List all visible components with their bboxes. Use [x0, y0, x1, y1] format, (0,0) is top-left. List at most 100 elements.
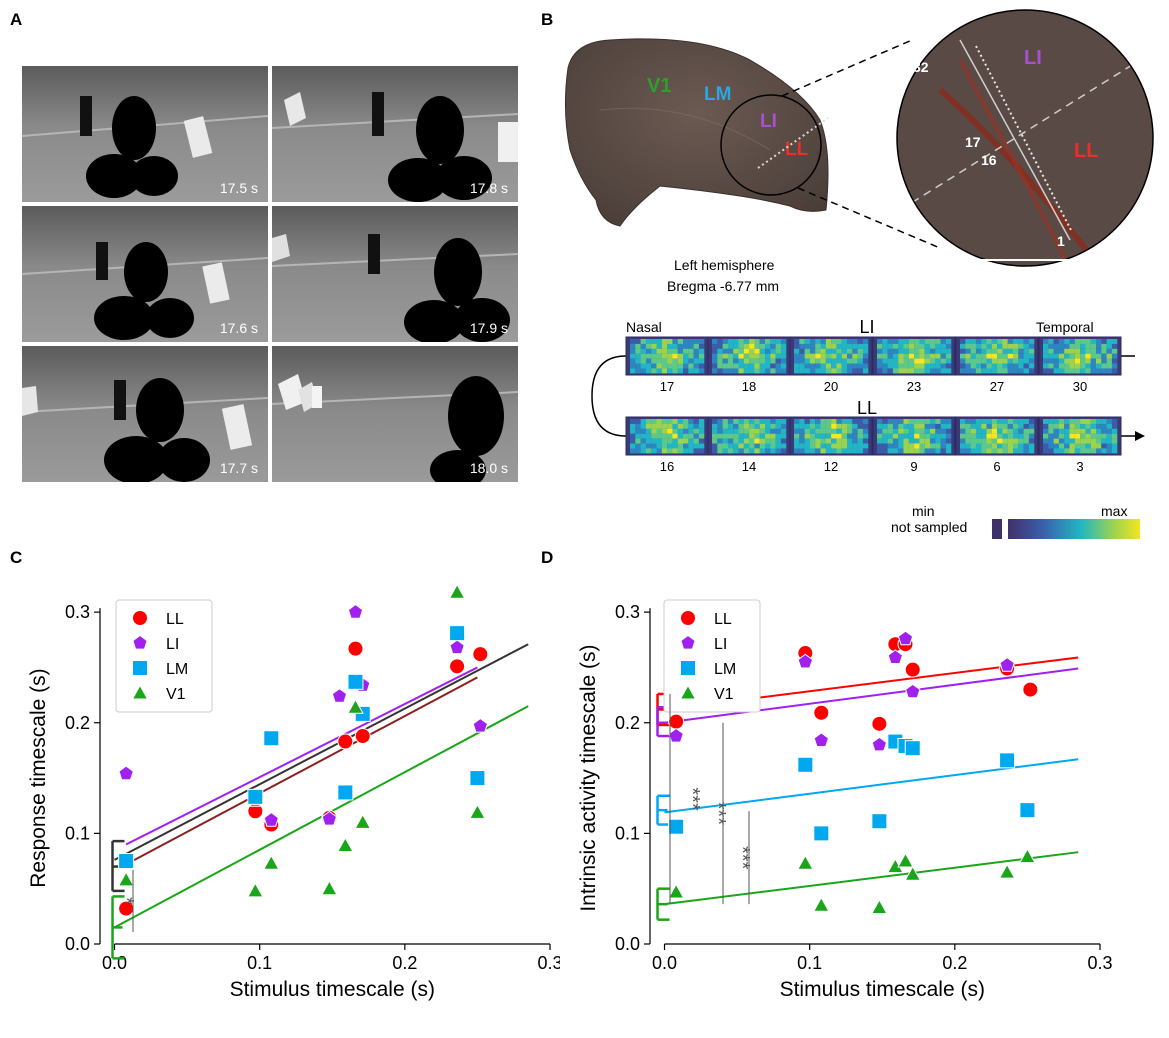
rf-tile-ll — [955, 416, 1039, 456]
frame-scene — [272, 346, 518, 482]
data-point-lm — [871, 813, 888, 830]
significance-marker: *** — [707, 722, 729, 905]
brain-slice — [564, 38, 829, 227]
rf-channel-label: 16 — [660, 459, 674, 474]
y-axis-label: Intrinsic activity timescale (s) — [577, 644, 600, 911]
data-point-li — [813, 732, 829, 747]
data-point-li — [871, 736, 888, 752]
data-point-v1 — [796, 854, 814, 870]
legend-label: LL — [166, 611, 184, 628]
temporal-label: Temporal — [1036, 319, 1094, 335]
frame-time: 17.5 s — [219, 180, 258, 196]
x-tick-label: 0.2 — [392, 953, 417, 973]
frame-scene — [22, 346, 268, 482]
y-tick-label: 0.3 — [615, 602, 640, 622]
legend: LL LI LM V1 — [663, 599, 761, 713]
not-sampled-label: not sampled — [891, 519, 967, 535]
inset-magnified — [897, 10, 1153, 266]
area-label-ll: LL — [785, 139, 809, 160]
legend-label: LM — [714, 661, 736, 678]
data-point-ll — [904, 661, 921, 678]
y-tick-label: 0.2 — [615, 713, 640, 733]
rf-channel-label: 9 — [910, 459, 917, 474]
colorbar-max: max — [1101, 503, 1127, 519]
inset-label-ll: LL — [1074, 140, 1098, 162]
channel-label: 1 — [1057, 233, 1065, 249]
nasal-label: Nasal — [626, 319, 662, 335]
data-point-v1 — [336, 837, 354, 853]
y-tick-label: 0.1 — [615, 823, 640, 843]
zoom-circle — [720, 94, 822, 196]
x-axis-label: Stimulus timescale (s) — [230, 978, 435, 1001]
legend-marker-lm — [680, 660, 696, 676]
x-axis-label: Stimulus timescale (s) — [780, 978, 985, 1001]
inset-label-li: LI — [1024, 47, 1042, 69]
video-frame: 17.8 s — [272, 66, 518, 202]
legend-marker-li — [132, 634, 148, 650]
chart-c: 0.0 0.1 0.2 0.3 0.0 0.1 0.2 0.3 Stimulus timesca… — [27, 583, 560, 1001]
frame-scene — [22, 206, 268, 342]
rf-channel-label: 20 — [824, 379, 838, 394]
intercept-error-bar — [656, 887, 670, 921]
fit-line — [125, 676, 478, 866]
svg-text:***: *** — [731, 846, 753, 870]
y-tick-label: 0.2 — [65, 713, 90, 733]
frame-scene — [272, 206, 518, 342]
data-point-ll — [813, 704, 830, 721]
rf-channel-label: 27 — [990, 379, 1004, 394]
rf-tile-ll — [707, 416, 791, 456]
data-point-li — [668, 727, 684, 743]
rf-tile-li — [955, 336, 1039, 376]
rf-tile-ll — [789, 416, 873, 456]
rf-channel-label: 6 — [993, 459, 1000, 474]
data-point-li — [118, 765, 134, 781]
significance-marker: *** — [669, 693, 703, 905]
video-frame: 17.7 s — [22, 346, 268, 482]
y-tick-label: 0.3 — [65, 602, 90, 622]
inset-border — [896, 9, 1154, 267]
hemisphere-label: Left hemisphere — [674, 257, 775, 273]
data-point-li — [472, 717, 489, 733]
colorbar — [1008, 519, 1140, 539]
data-point-v1 — [904, 865, 922, 881]
fit-line — [125, 666, 478, 846]
svg-text:***: *** — [707, 802, 729, 826]
data-point-v1 — [998, 863, 1016, 879]
fit-line — [114, 643, 529, 861]
data-point-v1 — [871, 898, 888, 914]
arrow-head-icon — [1135, 431, 1145, 441]
data-point-ll — [1022, 681, 1039, 698]
data-point-lm — [469, 770, 486, 787]
x-tick-label: 0.3 — [537, 953, 560, 973]
legend-label: LL — [714, 611, 732, 628]
significance-marker: * — [115, 869, 137, 932]
rf-channel-label: 12 — [824, 459, 838, 474]
data-point-lm — [449, 625, 466, 642]
data-point-lm — [999, 752, 1016, 769]
frame-time: 17.9 s — [469, 320, 508, 336]
data-point-li — [797, 653, 814, 669]
rf-tile-ll — [625, 416, 709, 456]
channel-label: 17 — [965, 134, 981, 150]
rf-tile-ll — [1038, 416, 1122, 456]
x-tick-label: 0.3 — [1087, 953, 1112, 973]
area-label-v1: V1 — [647, 75, 671, 97]
data-point-ll — [871, 715, 888, 732]
data-point-lm — [263, 730, 280, 747]
channel-label: 32 — [913, 59, 929, 75]
x-tick-label: 0.0 — [102, 953, 127, 973]
zoom-connector — [781, 39, 913, 97]
video-frame-grid: 17.5 s 17.8 s 17.6 s — [22, 66, 518, 486]
data-point-v1 — [469, 803, 486, 819]
fit-line — [114, 705, 529, 929]
legend-label: LI — [714, 636, 727, 653]
data-point-li — [449, 639, 465, 655]
data-point-v1 — [1019, 848, 1036, 864]
legend-marker-ll — [132, 610, 148, 626]
data-point-li — [321, 810, 338, 826]
legend: LL LI LM V1 — [115, 599, 213, 713]
chart-d: 0.0 0.1 0.2 0.3 0.0 0.1 0.2 0.3 Stimulus timesca… — [577, 599, 1113, 1001]
fit-line — [664, 667, 1079, 724]
data-point-li — [999, 657, 1015, 672]
rf-tile-li — [872, 336, 956, 376]
